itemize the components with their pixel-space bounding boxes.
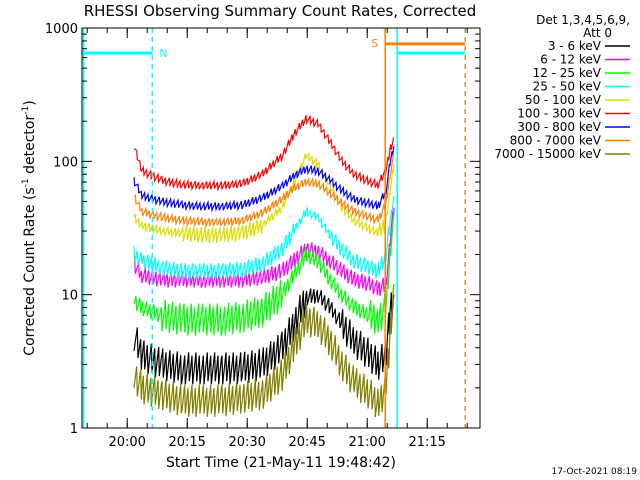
x-tick-label: 20:00: [108, 435, 145, 450]
series-5: [133, 114, 395, 192]
legend-entry: 3 - 6 keV: [548, 39, 630, 53]
legend-entry: 25 - 50 keV: [533, 80, 630, 94]
legend-label: 12 - 25 keV: [533, 66, 602, 80]
series-line: [133, 214, 395, 336]
legend-entry: 7000 - 15000 keV: [494, 147, 630, 161]
series-8: [133, 284, 395, 418]
y-tick-label: 100: [53, 155, 78, 170]
series-4: [133, 151, 395, 244]
series-2: [133, 214, 395, 336]
y-axis: 1 10 100 1000: [45, 22, 480, 437]
series-layer: [133, 114, 395, 418]
series-line: [133, 153, 395, 229]
legend-label: 6 - 12 keV: [540, 53, 602, 67]
legend-label: 100 - 300 keV: [517, 107, 601, 121]
segment-layer: NS: [82, 28, 466, 428]
series-line: [133, 207, 395, 297]
x-axis: 20:00 20:15 20:30 20:45 21:00 21:15: [86, 28, 468, 450]
legend-label: 300 - 800 keV: [517, 120, 601, 134]
legend-header-line1: Det 1,3,4,5,6,9,: [536, 13, 630, 27]
legend-header-line2: Att 0: [583, 26, 612, 40]
x-tick-label: 21:00: [348, 435, 385, 450]
chart-title: RHESSI Observing Summary Count Rates, Co…: [84, 2, 477, 20]
legend-label: 3 - 6 keV: [548, 39, 602, 53]
y-tick-label: 1: [70, 422, 78, 437]
series-line: [133, 284, 395, 418]
series-line: [133, 151, 395, 244]
saa-label: S: [371, 37, 378, 50]
series-line: [133, 288, 395, 385]
series-line: [133, 114, 395, 192]
series-6: [133, 146, 395, 213]
legend-label: 800 - 7000 keV: [510, 134, 602, 148]
legend-entry: 50 - 100 keV: [525, 93, 630, 107]
series-7: [133, 153, 395, 229]
y-tick-label: 10: [61, 289, 78, 304]
series-0: [133, 288, 395, 385]
x-tick-label: 20:15: [168, 435, 205, 450]
plot-frame: [81, 27, 481, 429]
legend-label: 50 - 100 keV: [525, 93, 602, 107]
x-tick-label: 20:30: [228, 435, 265, 450]
legend-entry: 800 - 7000 keV: [510, 134, 630, 148]
series-1: [133, 207, 395, 297]
x-tick-label: 21:15: [408, 435, 445, 450]
x-tick-label: 20:45: [288, 435, 325, 450]
legend-entry: 12 - 25 keV: [533, 66, 630, 80]
series-line: [133, 146, 395, 213]
x-axis-label: Start Time (21-May-11 19:48:42): [166, 455, 396, 471]
y-axis-label: Corrected Count Rate (s-1 detector-1): [21, 100, 38, 355]
legend-entry: 300 - 800 keV: [517, 120, 630, 134]
series-line: [133, 195, 395, 280]
legend-entry: 100 - 300 keV: [517, 107, 630, 121]
series-3: [133, 195, 395, 280]
y-tick-label: 1000: [45, 22, 78, 37]
night-label: N: [159, 47, 167, 60]
legend-label: 7000 - 15000 keV: [494, 147, 601, 161]
legend-label: 25 - 50 keV: [533, 80, 602, 94]
legend-entry: 6 - 12 keV: [540, 53, 630, 67]
footer-timestamp: 17-Oct-2021 08:19: [552, 467, 638, 477]
